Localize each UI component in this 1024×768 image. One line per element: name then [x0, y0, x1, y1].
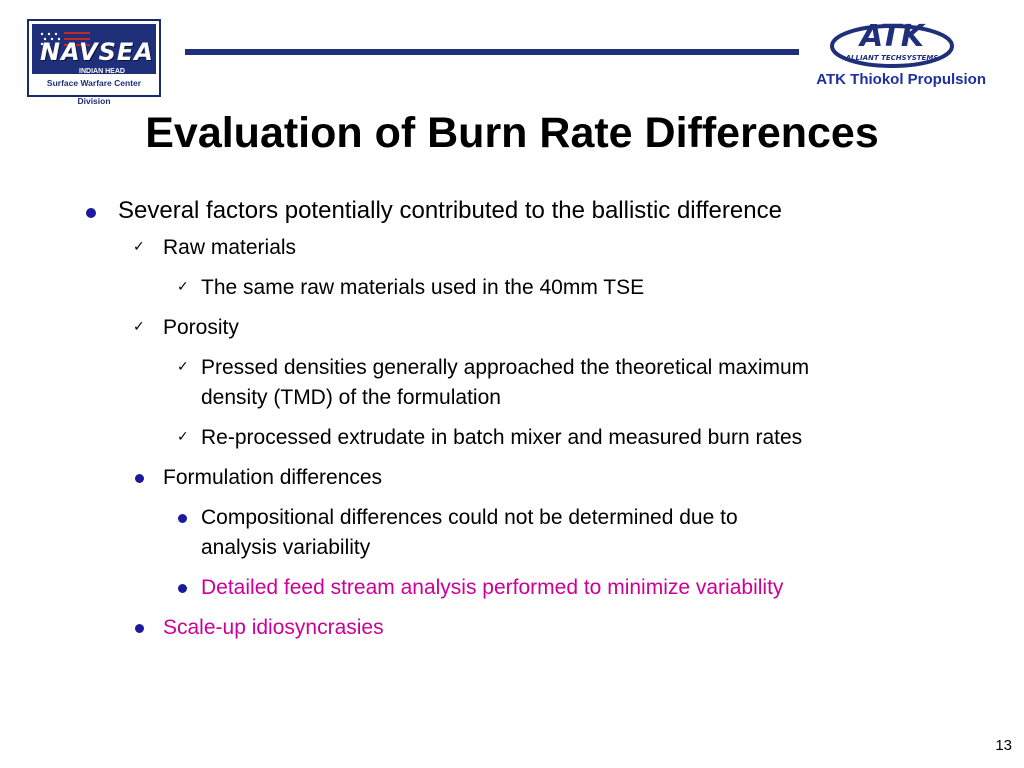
checkmark-icon: ✓ — [177, 359, 189, 375]
bullet-dot-icon — [86, 208, 96, 218]
checkmark-icon: ✓ — [177, 279, 189, 295]
bullet-text-highlight: Scale-up idiosyncrasies — [163, 616, 384, 639]
checkmark-icon: ✓ — [133, 239, 145, 255]
navsea-subtitle: INDIAN HEAD — [79, 68, 125, 75]
bullet-dot-icon — [178, 514, 187, 523]
bullet-text: Re-processed extrudate in batch mixer an… — [201, 426, 803, 449]
stars-icon — [40, 32, 90, 46]
bullet-dot-icon — [178, 584, 187, 593]
atk-company-name: ATK Thiokol Propulsion — [816, 71, 986, 88]
header-rule — [185, 49, 799, 55]
bullet-text: Raw materials — [163, 236, 297, 259]
bullet-text: The same raw materials used in the 40mm … — [201, 276, 645, 299]
bullet-dot-icon — [135, 624, 144, 633]
bullet-text-highlight: Detailed feed stream analysis performed … — [201, 576, 784, 599]
bullet-text-line2: density (TMD) of the formulation — [201, 386, 501, 409]
atk-wordmark: ATK — [858, 19, 927, 54]
navsea-logo: NAVSEA INDIAN HEAD Surface Warfare Cente… — [27, 19, 161, 106]
bullet-text: Several factors potentially contributed … — [118, 197, 782, 224]
bullet-text: Formulation differences — [163, 466, 383, 489]
navsea-wordmark: NAVSEA — [40, 38, 154, 66]
atk-logo: ATK ALLIANT TECHSYSTEMS — [830, 19, 954, 68]
checkmark-icon: ✓ — [133, 319, 145, 335]
atk-tagline: ALLIANT TECHSYSTEMS — [845, 54, 939, 62]
bullet-text-line1: Pressed densities generally approached t… — [201, 356, 810, 379]
navsea-division-label: Surface Warfare Center Division — [32, 74, 156, 106]
page-number: 13 — [995, 737, 1012, 754]
bullet-dot-icon — [135, 474, 144, 483]
bullet-text: Porosity — [163, 316, 239, 339]
slide-title: Evaluation of Burn Rate Differences — [145, 109, 879, 157]
checkmark-icon: ✓ — [177, 429, 189, 445]
bullet-text-line1: Compositional differences could not be d… — [201, 506, 738, 529]
bullet-text-line2: analysis variability — [201, 536, 371, 559]
navsea-logo-panel: NAVSEA INDIAN HEAD Surface Warfare Cente… — [32, 24, 156, 106]
